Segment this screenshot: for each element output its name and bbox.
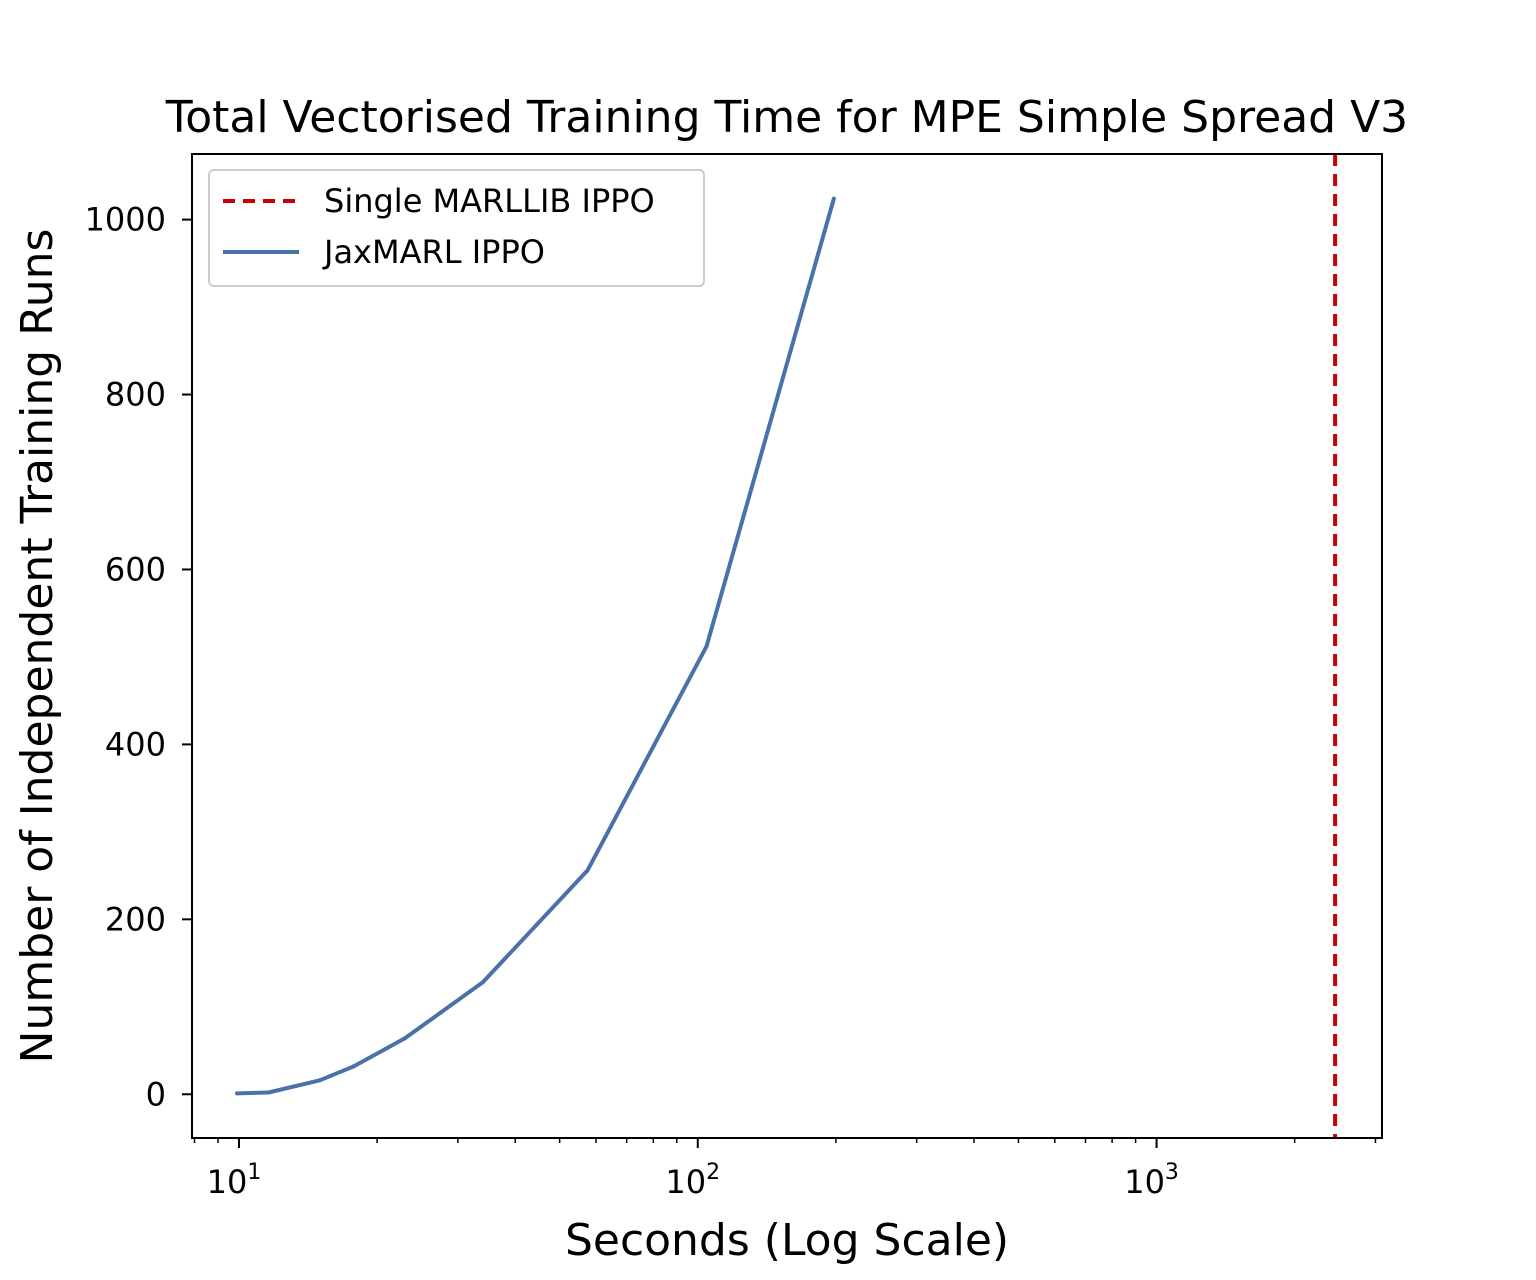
plot-frame	[191, 153, 1383, 1139]
x-axis-label: Seconds (Log Scale)	[565, 1215, 1009, 1266]
series-jaxmarl-ippo-line	[236, 198, 836, 1096]
y-tick-label: 1000	[85, 201, 166, 239]
y-tick-label: 800	[105, 376, 166, 414]
jaxmarl-point	[317, 1078, 322, 1083]
y-tick-label: 200	[105, 900, 166, 938]
jaxmarl-point	[831, 196, 836, 201]
jaxmarl-point	[704, 644, 709, 649]
y-tick-label: 400	[105, 725, 166, 763]
chart-title: Total Vectorised Training Time for MPE S…	[165, 92, 1408, 143]
jaxmarl-point	[480, 980, 485, 985]
x-axis-ticks: 101 102 103	[193, 1138, 1377, 1201]
legend-label-jaxmarl: JaxMARL IPPO	[322, 233, 545, 271]
legend: Single MARLLIB IPPO JaxMARL IPPO	[208, 169, 705, 287]
y-axis-ticks: 0 200 400 600 800 1000	[85, 201, 192, 1113]
jaxmarl-point	[266, 1090, 271, 1095]
jaxmarl-point	[402, 1036, 407, 1041]
y-axis-label: Number of Independent Training Runs	[12, 229, 63, 1064]
x-tick-label: 101	[207, 1160, 262, 1201]
y-tick-label: 0	[146, 1075, 166, 1113]
y-tick-label: 600	[105, 550, 166, 588]
x-tick-label: 103	[1124, 1160, 1179, 1201]
x-tick-label: 102	[665, 1160, 720, 1201]
plot-area	[234, 154, 1338, 1138]
jaxmarl-point	[585, 868, 590, 873]
legend-box	[208, 169, 705, 287]
jaxmarl-point	[234, 1091, 239, 1096]
legend-label-marllib: Single MARLLIB IPPO	[324, 182, 655, 220]
jaxmarl-point	[351, 1064, 356, 1069]
